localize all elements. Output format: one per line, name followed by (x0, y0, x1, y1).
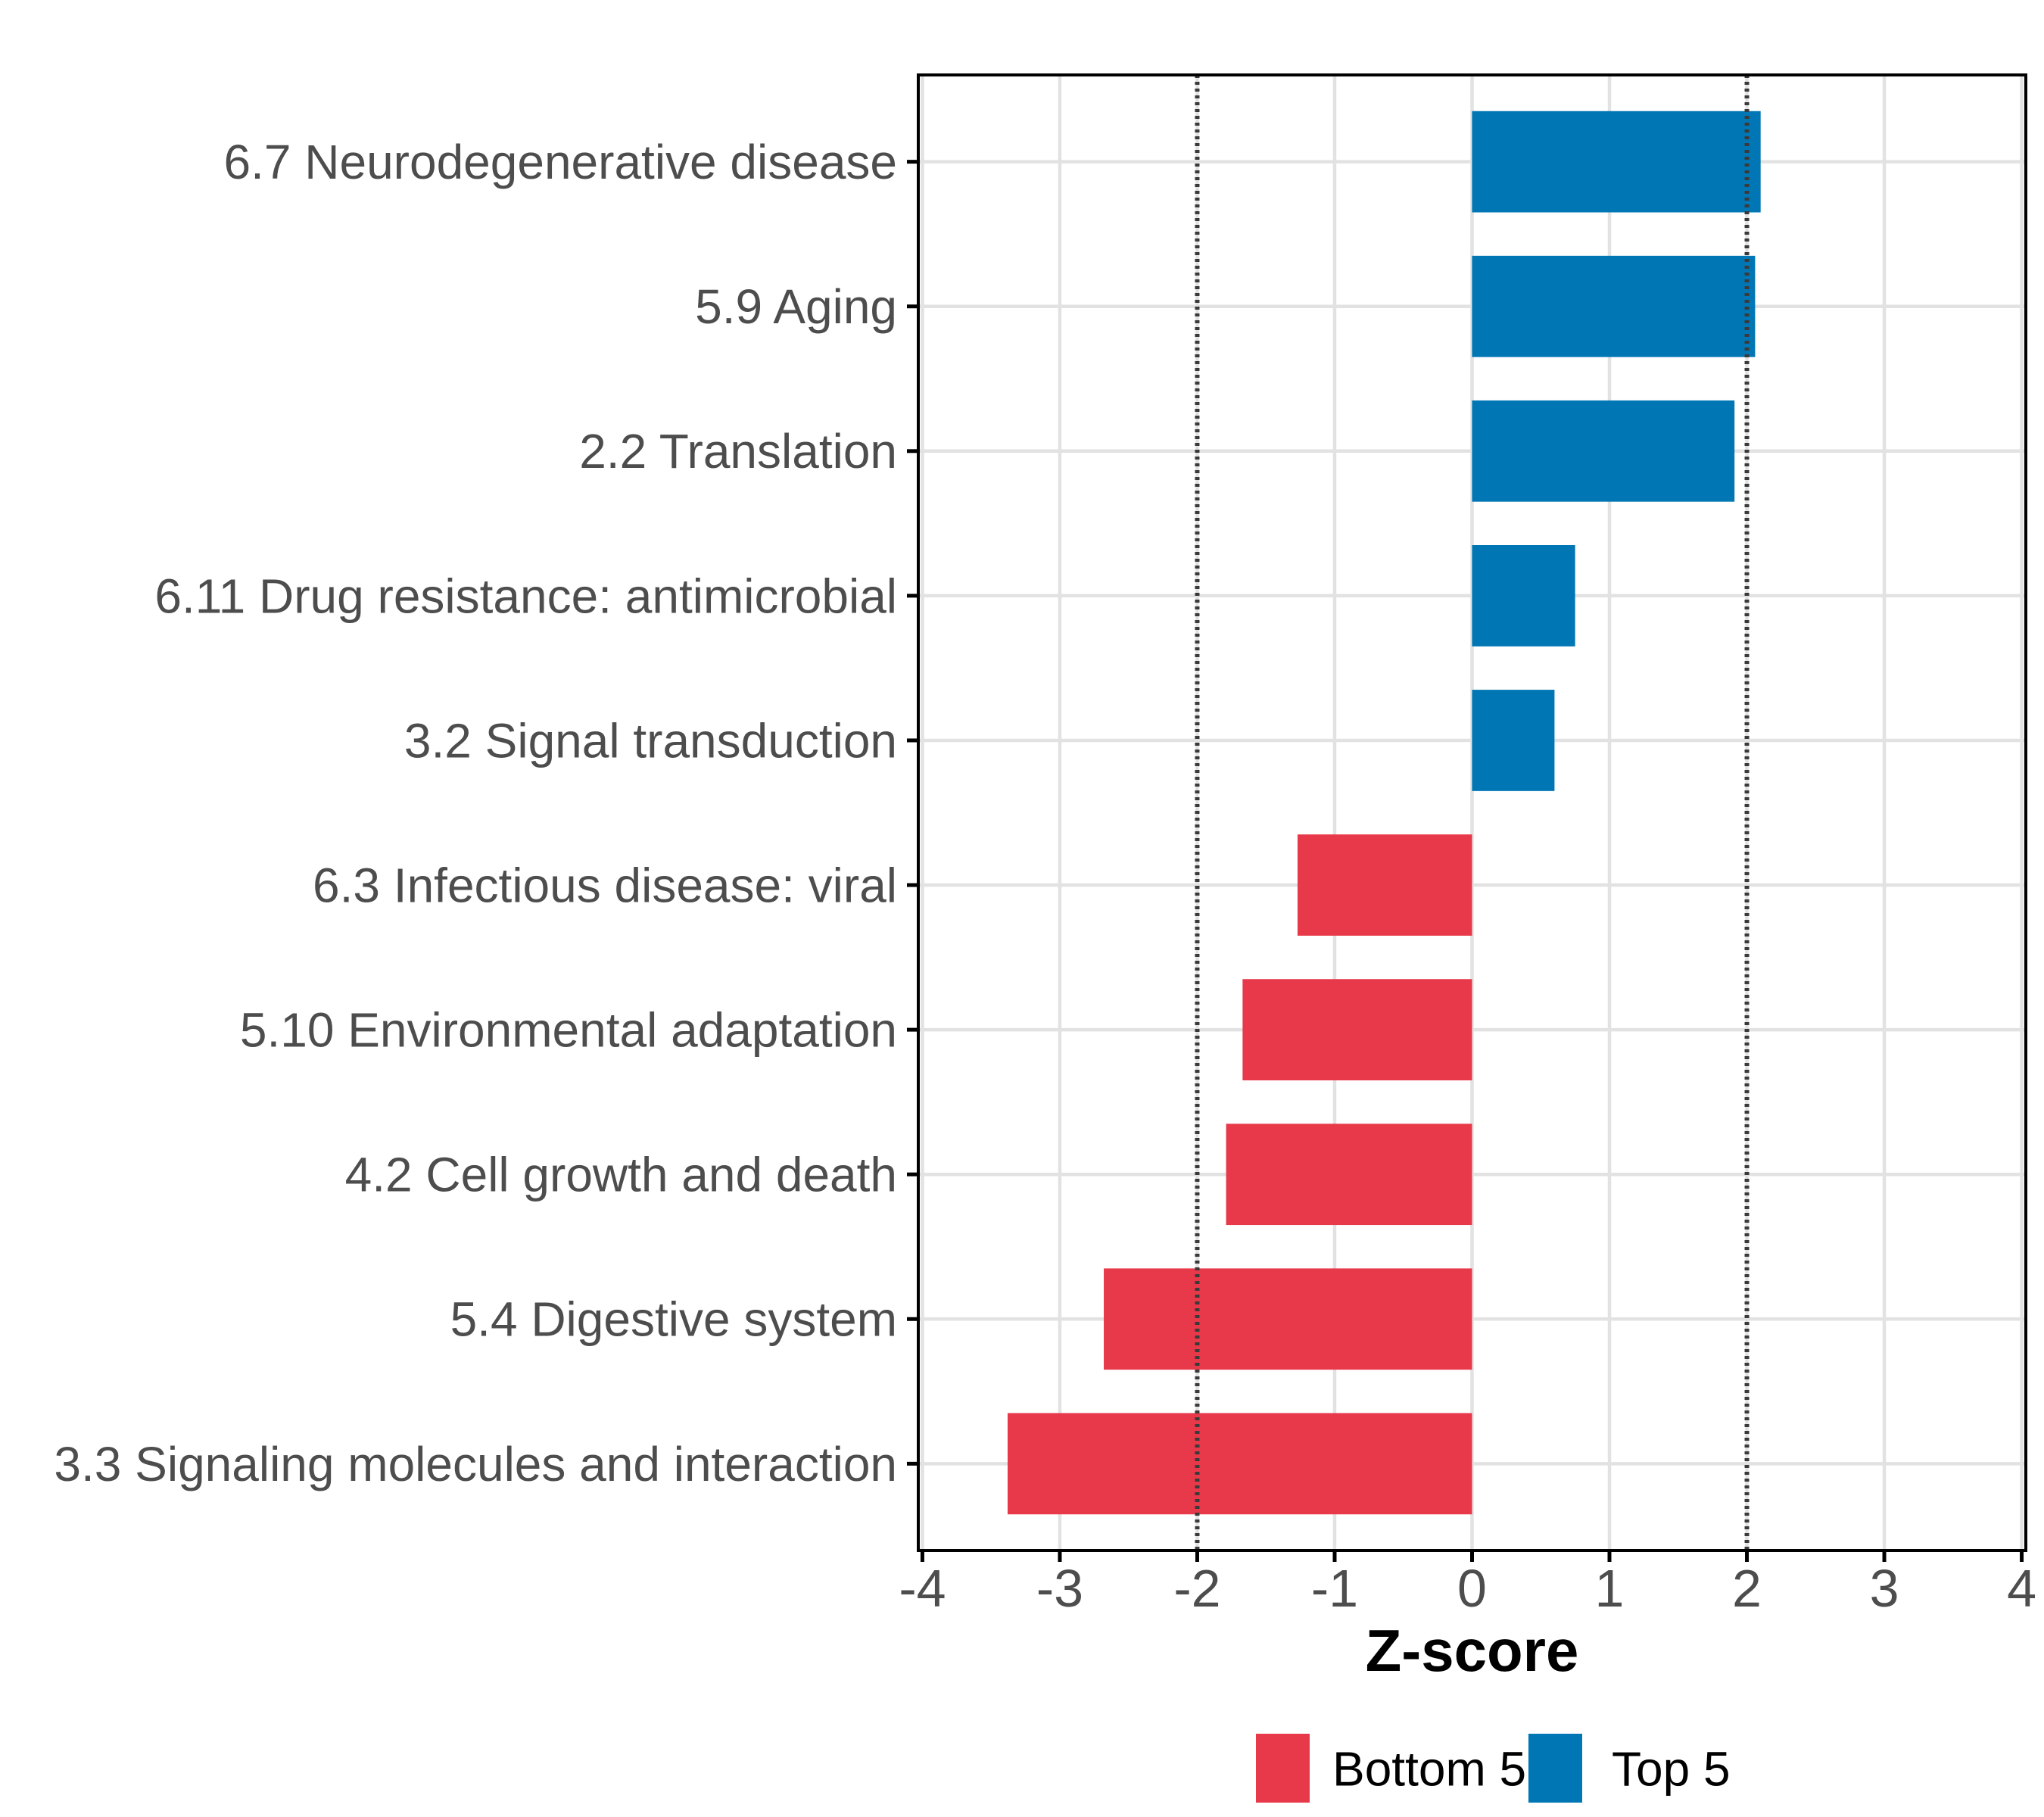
bar (1007, 1413, 1472, 1515)
legend-label: Bottom 5 (1332, 1741, 1526, 1796)
y-axis-label: 6.11 Drug resistance: antimicrobial (154, 569, 897, 623)
bar (1472, 690, 1555, 791)
x-tick-label: -3 (1036, 1559, 1083, 1618)
x-tick-label: 4 (2007, 1559, 2036, 1618)
x-tick-label: 0 (1457, 1559, 1487, 1618)
bar (1472, 400, 1735, 502)
x-axis-title: Z-score (1366, 1617, 1579, 1684)
y-axis-label: 6.7 Neurodegenerative disease (224, 135, 898, 189)
legend-key-bottom-5 (1256, 1734, 1310, 1803)
y-axis-label: 2.2 Translation (579, 424, 897, 478)
legend-label: Top 5 (1612, 1741, 1731, 1796)
bar (1472, 545, 1575, 647)
legend: Bottom 5 Top 5 (1256, 1734, 1731, 1803)
y-axis-label: 4.2 Cell growth and death (345, 1148, 897, 1202)
y-axis-label: 5.10 Environmental adaptation (240, 1003, 897, 1058)
bar (1242, 979, 1472, 1080)
bar (1104, 1268, 1472, 1370)
x-tick-label: -2 (1173, 1559, 1220, 1618)
bar (1226, 1124, 1472, 1226)
x-tick-label: 2 (1732, 1559, 1762, 1618)
y-axis-label: 6.3 Infectious disease: viral (313, 858, 897, 912)
x-tick-label: 3 (1870, 1559, 1899, 1618)
bar (1472, 255, 1756, 357)
bar (1297, 834, 1472, 936)
x-tick-label: -1 (1311, 1559, 1358, 1618)
y-axis-label: 5.4 Digestive system (450, 1292, 897, 1347)
y-axis-label: 3.2 Signal transduction (404, 713, 897, 768)
x-tick-label: -4 (899, 1559, 946, 1618)
legend-key-top-5 (1528, 1734, 1582, 1803)
bar (1472, 111, 1761, 213)
y-axis-label: 5.9 Aging (695, 279, 897, 334)
y-axis-label: 3.3 Signaling molecules and interaction (54, 1437, 897, 1491)
x-tick-label: 1 (1595, 1559, 1625, 1618)
